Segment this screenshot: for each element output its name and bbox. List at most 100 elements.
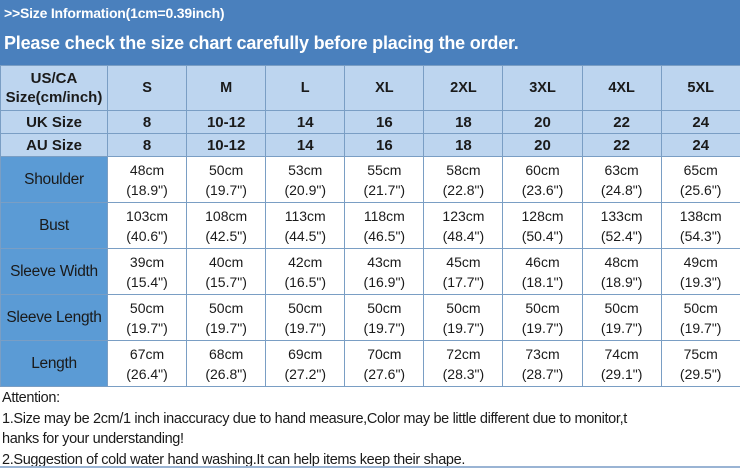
length-xl: 70cm (27.6") — [345, 341, 424, 387]
value-inch: (18.9") — [108, 180, 186, 200]
table-row-bust: Bust 103cm (40.6") 108cm (42.5") 113cm (… — [1, 203, 740, 249]
sleeve-length-5xl: 50cm (19.7") — [661, 295, 740, 341]
sleeve-width-5xl: 49cm (19.3") — [661, 249, 740, 295]
value-cm: 50cm — [662, 298, 740, 318]
sleeve-width-l: 42cm (16.5") — [266, 249, 345, 295]
sleeve-length-xl: 50cm (19.7") — [345, 295, 424, 341]
uk-size-xl: 16 — [345, 111, 424, 134]
value-cm: 39cm — [108, 252, 186, 272]
value-inch: (19.7") — [503, 318, 581, 338]
value-inch: (19.7") — [187, 180, 265, 200]
sleeve-width-2xl: 45cm (17.7") — [424, 249, 503, 295]
attention-title: Attention: — [2, 388, 738, 409]
shoulder-xl: 55cm (21.7") — [345, 157, 424, 203]
column-header-3xl: 3XL — [503, 66, 582, 111]
value-cm: 60cm — [503, 160, 581, 180]
value-cm: 65cm — [662, 160, 740, 180]
value-inch: (29.1") — [583, 364, 661, 384]
row-label-bust: Bust — [1, 203, 108, 249]
column-header-4xl: 4XL — [582, 66, 661, 111]
value-cm: 58cm — [424, 160, 502, 180]
length-5xl: 75cm (29.5") — [661, 341, 740, 387]
table-row-uk-size: UK Size 8 10-12 14 16 18 20 22 24 — [1, 111, 740, 134]
value-cm: 48cm — [108, 160, 186, 180]
value-cm: 50cm — [503, 298, 581, 318]
uk-size-s: 8 — [108, 111, 187, 134]
row-label-length: Length — [1, 341, 108, 387]
value-cm: 113cm — [266, 206, 344, 226]
value-cm: 48cm — [583, 252, 661, 272]
column-header-m: M — [187, 66, 266, 111]
value-inch: (20.9") — [266, 180, 344, 200]
header-corner-line2: Size(cm/inch) — [1, 88, 107, 107]
value-inch: (26.8") — [187, 364, 265, 384]
bust-l: 113cm (44.5") — [266, 203, 345, 249]
row-label-sleeve-length: Sleeve Length — [1, 295, 108, 341]
table-row-shoulder: Shoulder 48cm (18.9") 50cm (19.7") 53cm … — [1, 157, 740, 203]
sleeve-length-m: 50cm (19.7") — [187, 295, 266, 341]
sleeve-width-3xl: 46cm (18.1") — [503, 249, 582, 295]
sleeve-length-l: 50cm (19.7") — [266, 295, 345, 341]
header-corner-line1: US/CA — [1, 69, 107, 88]
row-label-uk-size: UK Size — [1, 111, 108, 134]
sleeve-length-3xl: 50cm (19.7") — [503, 295, 582, 341]
value-cm: 43cm — [345, 252, 423, 272]
bust-3xl: 128cm (50.4") — [503, 203, 582, 249]
value-inch: (27.2") — [266, 364, 344, 384]
value-inch: (48.4") — [424, 226, 502, 246]
au-size-4xl: 22 — [582, 134, 661, 157]
value-inch: (44.5") — [266, 226, 344, 246]
value-inch: (19.7") — [345, 318, 423, 338]
au-size-xl: 16 — [345, 134, 424, 157]
bust-s: 103cm (40.6") — [108, 203, 187, 249]
au-size-m: 10-12 — [187, 134, 266, 157]
value-inch: (25.6") — [662, 180, 740, 200]
value-inch: (24.8") — [583, 180, 661, 200]
value-inch: (28.7") — [503, 364, 581, 384]
shoulder-2xl: 58cm (22.8") — [424, 157, 503, 203]
column-header-s: S — [108, 66, 187, 111]
value-cm: 50cm — [266, 298, 344, 318]
au-size-5xl: 24 — [661, 134, 740, 157]
shoulder-l: 53cm (20.9") — [266, 157, 345, 203]
value-cm: 42cm — [266, 252, 344, 272]
banner-size-information-title: >>Size Information(1cm=0.39inch) — [4, 3, 736, 23]
au-size-2xl: 18 — [424, 134, 503, 157]
shoulder-4xl: 63cm (24.8") — [582, 157, 661, 203]
value-cm: 118cm — [345, 206, 423, 226]
sleeve-length-4xl: 50cm (19.7") — [582, 295, 661, 341]
value-inch: (19.7") — [266, 318, 344, 338]
value-inch: (15.4") — [108, 272, 186, 292]
shoulder-3xl: 60cm (23.6") — [503, 157, 582, 203]
banner-check-size-instruction: Please check the size chart carefully be… — [4, 28, 736, 58]
length-4xl: 74cm (29.1") — [582, 341, 661, 387]
length-3xl: 73cm (28.7") — [503, 341, 582, 387]
value-cm: 74cm — [583, 344, 661, 364]
value-cm: 50cm — [424, 298, 502, 318]
value-inch: (54.3") — [662, 226, 740, 246]
bust-4xl: 133cm (52.4") — [582, 203, 661, 249]
value-cm: 67cm — [108, 344, 186, 364]
value-inch: (17.7") — [424, 272, 502, 292]
value-inch: (18.1") — [503, 272, 581, 292]
value-inch: (23.6") — [503, 180, 581, 200]
value-cm: 108cm — [187, 206, 265, 226]
uk-size-m: 10-12 — [187, 111, 266, 134]
value-cm: 138cm — [662, 206, 740, 226]
value-inch: (16.5") — [266, 272, 344, 292]
value-cm: 50cm — [187, 160, 265, 180]
bust-xl: 118cm (46.5") — [345, 203, 424, 249]
value-cm: 55cm — [345, 160, 423, 180]
size-chart-table: US/CA Size(cm/inch) S M L XL 2XL 3XL 4XL… — [0, 65, 740, 387]
value-cm: 128cm — [503, 206, 581, 226]
value-cm: 50cm — [108, 298, 186, 318]
bust-5xl: 138cm (54.3") — [661, 203, 740, 249]
value-cm: 75cm — [662, 344, 740, 364]
value-inch: (40.6") — [108, 226, 186, 246]
value-inch: (16.9") — [345, 272, 423, 292]
value-inch: (50.4") — [503, 226, 581, 246]
table-row-length: Length 67cm (26.4") 68cm (26.8") 69cm (2… — [1, 341, 740, 387]
value-cm: 50cm — [345, 298, 423, 318]
au-size-3xl: 20 — [503, 134, 582, 157]
value-inch: (26.4") — [108, 364, 186, 384]
